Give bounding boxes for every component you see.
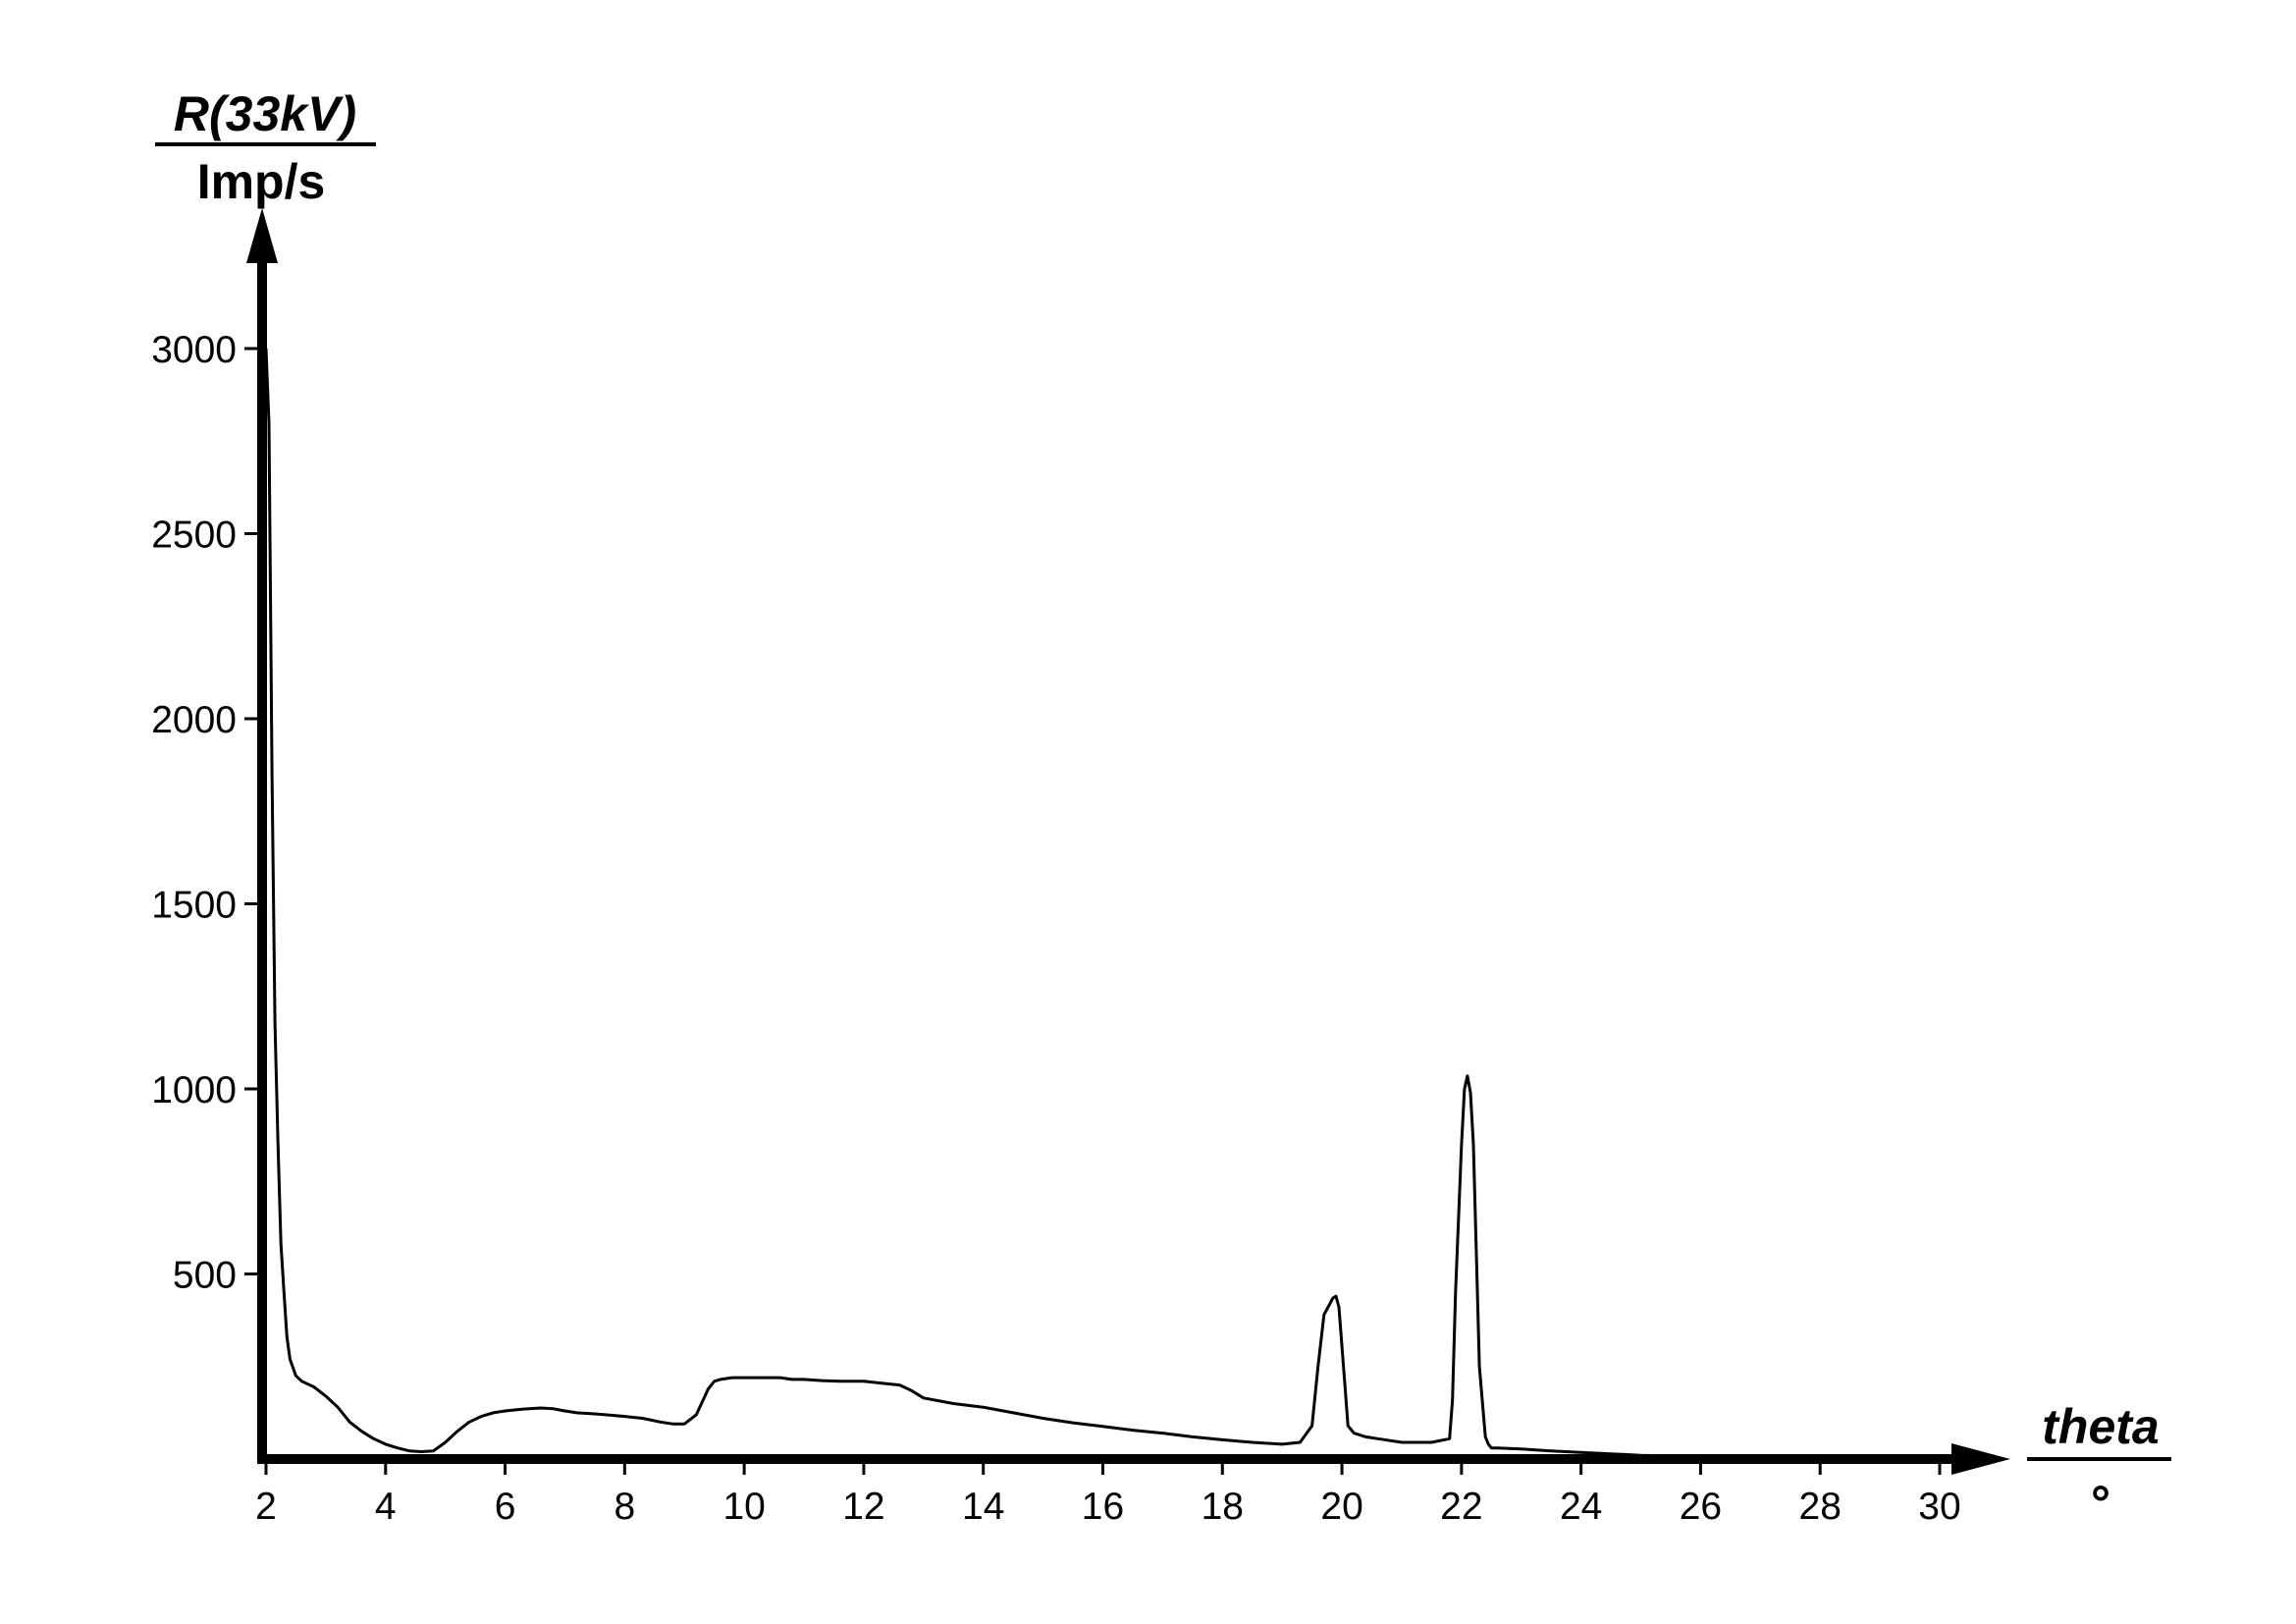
x-tick-label: 10 [722, 1486, 765, 1528]
y-axis-label-numerator: R(33kV) [174, 86, 356, 141]
y-tick-label: 500 [173, 1255, 237, 1297]
series-layer [264, 348, 1862, 1460]
x-tick-label: 14 [962, 1486, 1004, 1528]
y-tick-label: 3000 [151, 329, 237, 371]
x-tick-label: 30 [1918, 1486, 1960, 1528]
y-axis-label-denominator: Imp/s [197, 154, 326, 209]
y-tick-label: 1000 [151, 1069, 237, 1111]
x-tick-label: 4 [375, 1486, 397, 1528]
x-tick-label: 28 [1799, 1486, 1842, 1528]
y-tick-label: 2500 [151, 514, 237, 557]
x-axis-label-denominator: ° [2091, 1476, 2110, 1531]
y-tick-label: 1500 [151, 885, 237, 927]
x-tick-label: 6 [495, 1486, 516, 1528]
x-axis-label-numerator: theta [2042, 1399, 2159, 1454]
x-tick-label: 12 [842, 1486, 884, 1528]
ticks-layer: 2 4 6 8 10 12 14 16 18 20 22 24 26 28 3050010001500200… [151, 329, 1960, 1528]
x-axis-arrowhead [1951, 1443, 2010, 1475]
x-tick-label: 22 [1440, 1486, 1482, 1528]
x-tick-label: 8 [614, 1486, 636, 1528]
x-tick-label: 2 [255, 1486, 277, 1528]
x-tick-label: 18 [1201, 1486, 1244, 1528]
y-axis-arrowhead [246, 208, 278, 263]
x-tick-label: 20 [1320, 1486, 1362, 1528]
x-tick-label: 16 [1082, 1486, 1124, 1528]
x-tick-label: 24 [1560, 1486, 1602, 1528]
x-tick-label: 26 [1680, 1486, 1722, 1528]
y-tick-label: 2000 [151, 699, 237, 741]
series-line [264, 348, 1862, 1460]
